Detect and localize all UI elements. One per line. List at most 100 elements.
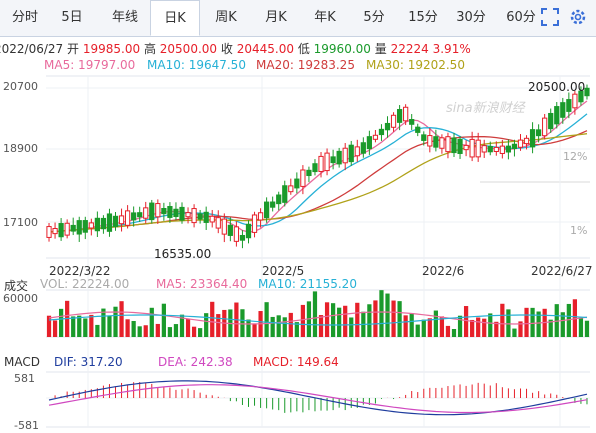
dea-line bbox=[48, 384, 588, 414]
volume-bar bbox=[463, 306, 469, 337]
candle-body bbox=[312, 163, 318, 173]
tab-yearly-k[interactable]: 年K bbox=[314, 10, 336, 25]
ma30-legend: MA30: 19202.50 bbox=[366, 58, 465, 72]
candle-body bbox=[94, 217, 100, 232]
candle-body bbox=[233, 226, 240, 242]
low-value: 19960.00 bbox=[313, 42, 371, 56]
macd-axis-top: 581 bbox=[14, 372, 35, 385]
volume-bar bbox=[264, 302, 269, 337]
candle-body bbox=[378, 128, 385, 136]
ma20-line bbox=[48, 130, 588, 233]
volume-bar bbox=[482, 318, 487, 337]
volume-bar bbox=[300, 304, 306, 337]
candle-body bbox=[457, 138, 463, 154]
volume-bar bbox=[113, 306, 118, 337]
tab-weekly-k[interactable]: 周K bbox=[215, 10, 237, 25]
candle-body bbox=[493, 146, 499, 152]
volume-bar bbox=[46, 315, 52, 337]
volume-bar bbox=[548, 319, 553, 337]
volume-bar bbox=[349, 317, 354, 337]
candle-body bbox=[523, 137, 530, 145]
tab-60min[interactable]: 60分 bbox=[506, 10, 536, 25]
candle-body bbox=[270, 201, 276, 208]
candle-body bbox=[324, 152, 330, 172]
volume-bar bbox=[488, 313, 493, 337]
volume-bar bbox=[415, 324, 420, 337]
volume-title: 成交 bbox=[4, 279, 29, 293]
candle-body bbox=[451, 137, 457, 154]
candle-body bbox=[300, 169, 306, 187]
candle-body bbox=[439, 137, 445, 149]
volume-bar bbox=[228, 309, 233, 337]
candle-body bbox=[282, 185, 288, 203]
candle-body bbox=[203, 211, 209, 223]
candle-body bbox=[179, 206, 185, 221]
candle-body bbox=[276, 194, 282, 205]
candle-body bbox=[499, 145, 505, 154]
candle-body bbox=[372, 134, 379, 140]
volume-bar bbox=[330, 303, 336, 337]
volume-bar bbox=[149, 307, 154, 337]
volume-bar bbox=[385, 293, 390, 337]
volume-bar bbox=[451, 328, 457, 337]
volume-bar bbox=[137, 326, 142, 337]
candle-body bbox=[264, 201, 270, 219]
volume-bar bbox=[216, 314, 221, 337]
volume-ma5: MA5: 23364.40 bbox=[156, 277, 248, 291]
dif-line bbox=[48, 380, 588, 416]
quote-date: 2022/06/27 bbox=[0, 42, 64, 56]
volume-axis-top: 60000 bbox=[3, 292, 38, 305]
candle-body bbox=[294, 178, 300, 189]
candle-body bbox=[306, 169, 312, 177]
volume-bar bbox=[324, 302, 330, 337]
volume-bar bbox=[500, 303, 505, 337]
volume-bar bbox=[234, 302, 239, 337]
candle-body bbox=[70, 224, 76, 232]
tab-5min[interactable]: 5分 bbox=[363, 10, 385, 25]
candle-body bbox=[161, 208, 167, 215]
settings-icon[interactable] bbox=[568, 7, 588, 27]
candle-body bbox=[396, 109, 403, 123]
volume-bar bbox=[276, 315, 281, 337]
chart-grid bbox=[46, 75, 590, 428]
open-label: 开 bbox=[67, 42, 80, 56]
pct-axis-12: 12% bbox=[563, 150, 588, 163]
candle-body bbox=[131, 212, 137, 221]
volume-bar bbox=[198, 328, 203, 337]
tab-yearline[interactable]: 年线 bbox=[111, 10, 138, 25]
volume-bar bbox=[222, 309, 227, 337]
macd-value: MACD: 149.64 bbox=[253, 355, 339, 369]
candle-body bbox=[366, 136, 372, 150]
volume-bar bbox=[210, 301, 215, 337]
volume-bar bbox=[379, 290, 384, 337]
high-annotation: 20500.00 bbox=[528, 80, 586, 94]
volume-bar bbox=[530, 307, 535, 337]
volume-bar bbox=[318, 315, 324, 337]
volume-bar bbox=[337, 307, 342, 337]
volume-bar bbox=[536, 311, 541, 337]
tab-30min[interactable]: 30分 bbox=[456, 10, 486, 25]
candle-body bbox=[100, 217, 107, 230]
fullscreen-icon[interactable] bbox=[540, 7, 560, 27]
candle-body bbox=[239, 234, 246, 241]
volume-bar bbox=[185, 318, 191, 337]
volume-bar bbox=[77, 315, 82, 337]
tab-15min[interactable]: 15分 bbox=[408, 10, 438, 25]
pct-axis-1: 1% bbox=[570, 224, 588, 237]
volume-bar bbox=[566, 303, 571, 337]
tab-5day[interactable]: 5日 bbox=[61, 10, 83, 25]
tab-monthly-k[interactable]: 月K bbox=[265, 10, 287, 25]
volume-bar bbox=[288, 312, 293, 337]
volume-bar bbox=[173, 324, 179, 337]
candle-body bbox=[542, 117, 548, 137]
candle-body bbox=[330, 156, 336, 164]
macd-dea: DEA: 242.38 bbox=[158, 355, 233, 369]
volume-bar bbox=[367, 304, 372, 337]
candle-body bbox=[584, 87, 590, 97]
tab-daily-k[interactable]: 日K bbox=[150, 0, 200, 36]
high-value: 20500.00 bbox=[159, 42, 218, 56]
tab-intraday[interactable]: 分时 bbox=[11, 10, 38, 25]
watermark: sina新浪财经 bbox=[446, 100, 527, 116]
low-annotation: 16535.00 bbox=[154, 247, 212, 261]
volume-bar bbox=[161, 303, 166, 337]
